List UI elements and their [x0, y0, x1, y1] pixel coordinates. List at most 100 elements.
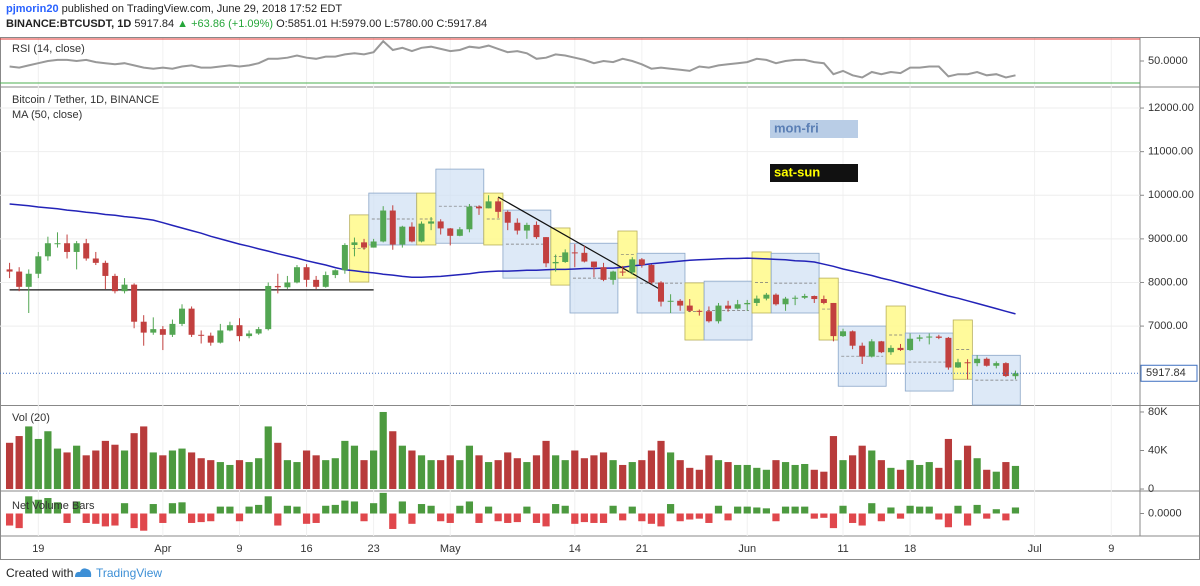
candle-body [897, 347, 904, 351]
created-with: Created with [6, 566, 74, 580]
candle-body [638, 259, 645, 266]
candle-body [389, 210, 396, 245]
volume-bar [523, 462, 531, 490]
candle-body [83, 243, 90, 259]
x-tick-label: 21 [636, 543, 648, 555]
volume-bar [1011, 465, 1020, 490]
candle-body [466, 206, 473, 230]
net-volume-bar [743, 506, 751, 514]
net-volume-bar [216, 506, 224, 514]
net-volume-bar [532, 513, 541, 523]
candle-body [370, 241, 377, 248]
net-volume-bar [781, 506, 790, 514]
candle-body [887, 347, 894, 353]
legend-swatch [770, 120, 858, 138]
net-volume-bar [370, 503, 378, 514]
author[interactable]: pjmorin20 [6, 3, 59, 15]
footer: Created with TradingView [0, 560, 1200, 586]
candle-body [188, 308, 195, 335]
candle-body [811, 295, 818, 300]
volume-bar [149, 452, 157, 490]
net-volume-bar [494, 513, 502, 522]
candle-body [1012, 373, 1019, 377]
net-volume-bar [868, 503, 876, 514]
net-volume-bar [149, 504, 157, 514]
candle-body [54, 243, 61, 245]
volume-bar [590, 455, 598, 490]
legend-label: mon-fri [774, 120, 819, 135]
x-tick-label: 18 [904, 543, 916, 555]
candle-body [964, 362, 971, 364]
volume-bar [245, 462, 253, 490]
volume-bar [465, 445, 474, 490]
candle-body [380, 210, 387, 242]
volume-bar [810, 469, 818, 490]
volume-bar [829, 436, 838, 490]
candle-body [581, 252, 588, 262]
legend-label: sat-sun [774, 164, 820, 179]
x-tick-label: 9 [1108, 543, 1114, 555]
net-volume-bar [695, 513, 703, 519]
volume-bar [552, 455, 560, 490]
net-volume-bar [992, 509, 1000, 514]
y-tick-label: 40K [1148, 444, 1168, 456]
volume-bar [887, 467, 895, 490]
net-volume-bar [753, 507, 761, 514]
volume-bar [475, 455, 483, 490]
volume-bar [293, 462, 301, 490]
net-volume-bar [446, 513, 454, 523]
candle-body [35, 256, 42, 274]
volume-bar [532, 455, 541, 490]
ohlc-high: H:5979.00 [330, 18, 382, 30]
candle-body [552, 261, 559, 264]
x-tick-label: Apr [154, 543, 171, 555]
volume-bar [255, 458, 263, 490]
ma-line [9, 203, 1016, 315]
candle-body [753, 298, 760, 303]
volume-bar [350, 445, 359, 490]
volume-bar [724, 462, 732, 490]
volume-bar [322, 460, 330, 490]
net-volume-bar [580, 513, 588, 523]
candle-body [993, 363, 1000, 366]
volume-bar [379, 411, 387, 490]
volume-bar [657, 440, 665, 490]
net-volume-bar [408, 513, 416, 524]
volume-bar [772, 460, 780, 490]
ohlc-low: L:5780.00 [384, 18, 434, 30]
candle-body [600, 267, 607, 280]
volume-bar [791, 464, 799, 490]
volume-bar [360, 460, 368, 490]
net-volume-bar [484, 506, 493, 514]
net-volume-bar [456, 505, 464, 514]
net-volume-bar [53, 502, 62, 514]
net-volume-bar [973, 504, 981, 514]
candle-body [131, 284, 138, 322]
legend-swatch [770, 164, 858, 182]
net-volume-bar [130, 513, 138, 529]
volume-bar [839, 460, 847, 490]
rsi-label: RSI (14, close) [12, 43, 85, 55]
candle-body [562, 252, 569, 262]
candle-body [111, 275, 118, 292]
net-volume-bar [235, 513, 244, 522]
net-volume-bar [1011, 507, 1020, 514]
last-price-label: 5917.84 [1146, 367, 1186, 379]
candle-body [705, 311, 712, 322]
volume-bar [274, 442, 282, 490]
candle-body [64, 243, 71, 252]
ohlc-open: O:5851.01 [276, 18, 328, 30]
net-volume-bar [791, 506, 799, 514]
candle-body [820, 299, 827, 303]
brand[interactable]: TradingView [96, 566, 163, 580]
volume-bar [705, 455, 713, 490]
volume-bar [743, 464, 751, 490]
candle-body [744, 302, 751, 305]
volume-bar [53, 448, 62, 490]
candle-body [658, 282, 665, 302]
volume-bar [801, 463, 809, 490]
volume-bar [935, 467, 943, 490]
net-volume-bar [417, 504, 426, 514]
volume-bar [868, 450, 876, 490]
symbol-line: BINANCE:BTCUSDT, 1D 5917.84 ▲ +63.86 (+1… [6, 18, 487, 30]
